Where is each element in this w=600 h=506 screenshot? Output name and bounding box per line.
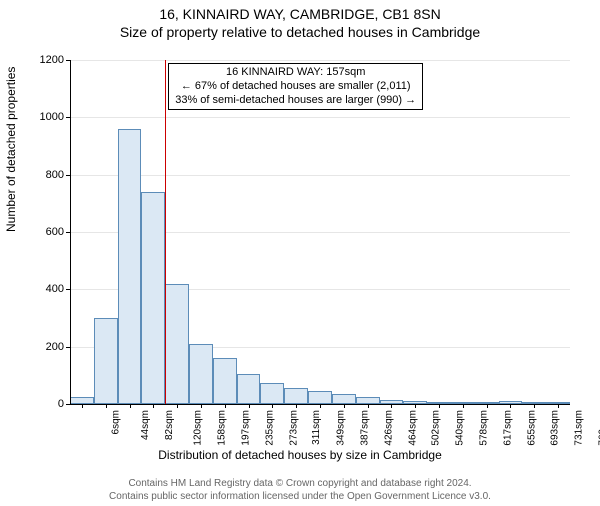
y-tick-label: 400: [24, 283, 64, 295]
x-tick-label: 387sqm: [360, 410, 371, 446]
reference-line: [165, 60, 166, 404]
gridline: [70, 60, 570, 61]
footer-line-2: Contains public sector information licen…: [0, 491, 600, 504]
gridline: [70, 117, 570, 118]
y-tick-label: 1200: [24, 54, 64, 66]
x-tick-label: 197sqm: [241, 410, 252, 446]
gridline: [70, 175, 570, 176]
x-tick-label: 120sqm: [193, 410, 204, 446]
x-tick-label: 502sqm: [431, 410, 442, 446]
histogram-bar: [284, 388, 308, 404]
chart-container: 16, KINNAIRD WAY, CAMBRIDGE, CB1 8SN Siz…: [0, 6, 600, 506]
x-tick-label: 464sqm: [407, 410, 418, 446]
x-tick-label: 82sqm: [164, 410, 175, 440]
histogram-bar: [70, 397, 94, 404]
histogram-bar: [356, 397, 380, 404]
histogram-bar: [237, 374, 261, 404]
histogram-bar: [332, 394, 356, 404]
x-tick-label: 655sqm: [526, 410, 537, 446]
histogram-bar: [141, 192, 165, 404]
y-tick-label: 0: [24, 398, 64, 410]
x-tick-label: 6sqm: [110, 410, 121, 434]
x-tick-label: 578sqm: [479, 410, 490, 446]
x-axis-line: [70, 404, 570, 405]
annotation-line: ← 67% of detached houses are smaller (2,…: [175, 80, 416, 94]
x-tick-label: 158sqm: [217, 410, 228, 446]
histogram-bar: [94, 318, 118, 404]
page-title: 16, KINNAIRD WAY, CAMBRIDGE, CB1 8SN: [0, 6, 600, 22]
y-tick-label: 600: [24, 226, 64, 238]
y-tick-label: 200: [24, 341, 64, 353]
x-tick-label: 693sqm: [550, 410, 561, 446]
chart-plot-area: 0200400600800100012006sqm44sqm82sqm120sq…: [70, 60, 570, 404]
histogram-bar: [308, 391, 332, 404]
footer-line-1: Contains HM Land Registry data © Crown c…: [0, 478, 600, 491]
footer-attribution: Contains HM Land Registry data © Crown c…: [0, 478, 600, 503]
annotation-box: 16 KINNAIRD WAY: 157sqm← 67% of detached…: [168, 63, 423, 110]
y-axis-line: [70, 60, 71, 404]
histogram-bar: [118, 129, 142, 404]
histogram-bar: [213, 358, 237, 404]
y-tick-label: 1000: [24, 111, 64, 123]
x-tick-label: 617sqm: [502, 410, 513, 446]
x-tick-label: 311sqm: [311, 410, 322, 445]
page-subtitle: Size of property relative to detached ho…: [0, 24, 600, 40]
annotation-line: 16 KINNAIRD WAY: 157sqm: [175, 66, 416, 80]
histogram-bar: [260, 383, 284, 405]
x-axis-label: Distribution of detached houses by size …: [0, 448, 600, 462]
x-tick-label: 540sqm: [455, 410, 466, 446]
histogram-bar: [189, 344, 213, 404]
x-tick-label: 426sqm: [383, 410, 394, 446]
y-axis-label: Number of detached properties: [4, 67, 18, 232]
x-tick-label: 44sqm: [140, 410, 151, 440]
x-tick-label: 349sqm: [336, 410, 347, 446]
x-tick-label: 273sqm: [288, 410, 299, 446]
x-tick-label: 235sqm: [264, 410, 275, 446]
annotation-line: 33% of semi-detached houses are larger (…: [175, 94, 416, 108]
histogram-bar: [165, 284, 189, 404]
histogram-plot: 0200400600800100012006sqm44sqm82sqm120sq…: [70, 60, 570, 404]
x-tick-label: 731sqm: [574, 410, 585, 446]
y-tick-label: 800: [24, 169, 64, 181]
